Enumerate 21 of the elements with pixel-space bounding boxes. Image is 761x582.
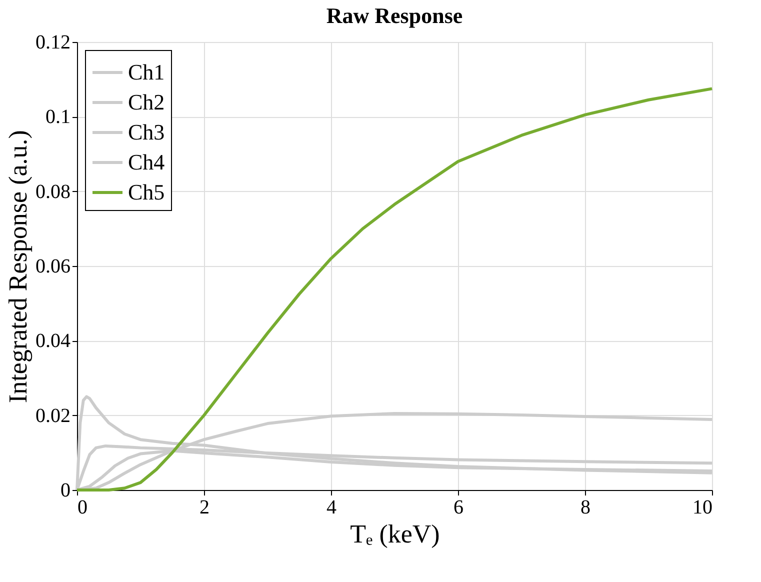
x-tick-label: 4: [326, 496, 336, 518]
legend-label: Ch5: [128, 180, 165, 204]
legend-label: Ch4: [128, 150, 165, 174]
y-tick-label: 0.02: [36, 404, 70, 427]
y-tick-label: 0.04: [36, 330, 70, 352]
legend-label: Ch1: [128, 60, 165, 84]
legend-label: Ch3: [128, 120, 165, 144]
y-tick-label: 0: [60, 480, 70, 502]
y-tick-label: 0.12: [36, 32, 70, 54]
y-axis-title: Integrated Response (a.u.): [4, 130, 32, 403]
y-tick-label: 0.08: [36, 180, 70, 203]
y-tick-label: 0.06: [36, 256, 70, 278]
y-tick-label: 0.1: [46, 106, 70, 128]
x-tick-label: 0: [78, 496, 88, 518]
x-tick-label: 10: [692, 496, 712, 518]
x-tick-label: 6: [454, 496, 464, 518]
x-tick-label: 2: [200, 496, 210, 518]
x-axis-title: Tₑ (keV): [350, 520, 440, 548]
x-tick-label: 8: [580, 496, 590, 518]
legend-label: Ch2: [128, 90, 165, 114]
chart-title: Raw Response: [326, 3, 463, 28]
